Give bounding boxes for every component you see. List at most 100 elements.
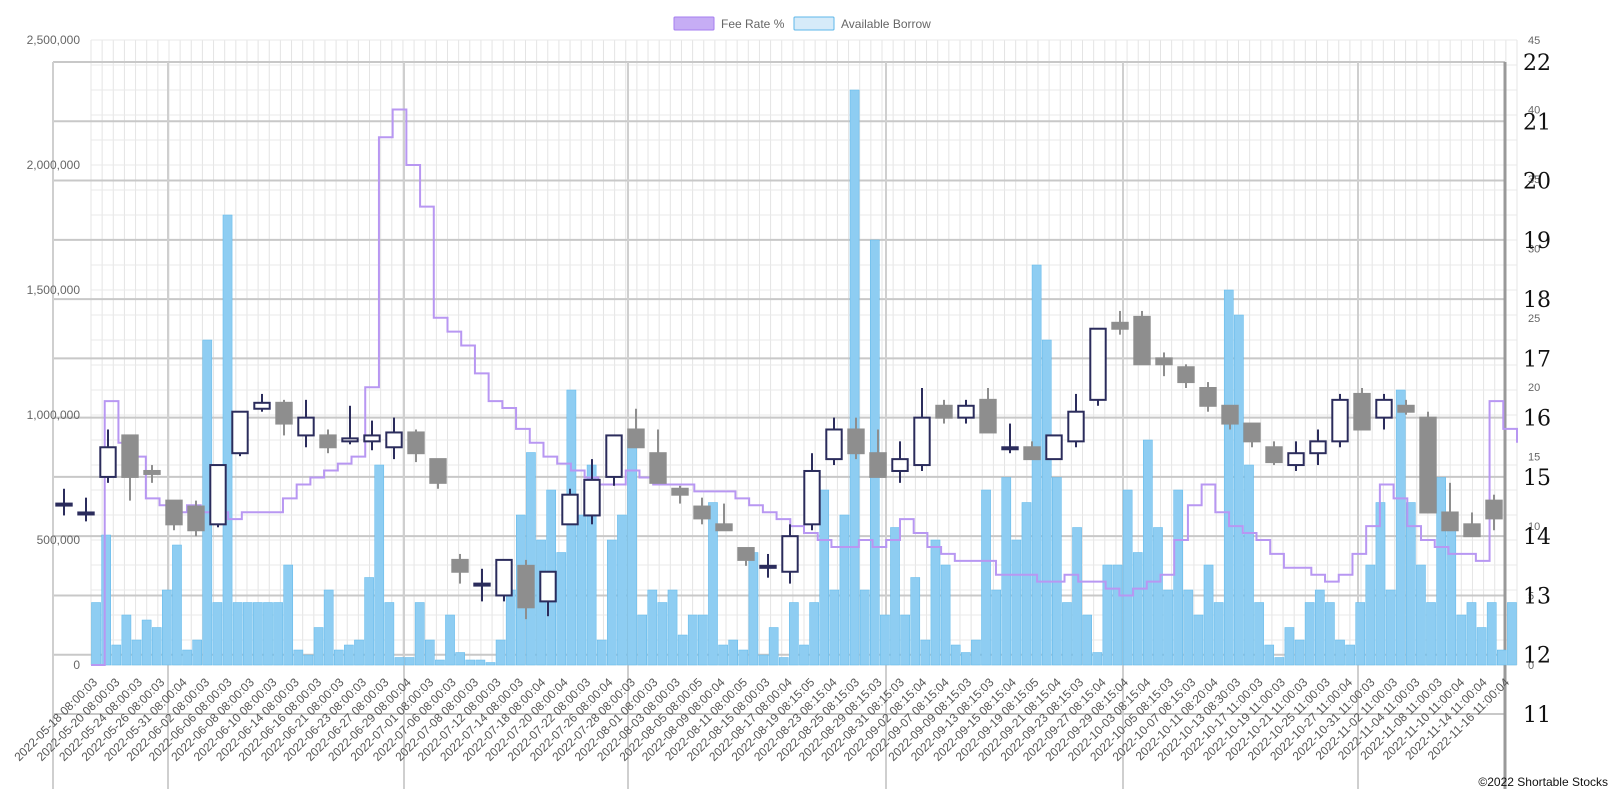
borrow-bar xyxy=(485,662,496,666)
borrow-bar xyxy=(404,657,415,666)
borrow-bar xyxy=(1466,602,1477,666)
candle-body xyxy=(1133,315,1151,366)
borrow-bar xyxy=(1082,614,1092,666)
borrow-bar xyxy=(374,464,385,666)
candle-body xyxy=(1023,446,1041,461)
borrow-bar xyxy=(151,627,162,666)
candle-body xyxy=(693,505,711,520)
candle-body xyxy=(561,493,579,526)
borrow-bar xyxy=(708,502,718,666)
candle-body xyxy=(781,535,799,573)
fee-axis-tick-label: 15 xyxy=(1528,452,1540,464)
price-axis-tick-label: 20 xyxy=(1523,170,1551,195)
borrow-bar xyxy=(1294,639,1305,666)
borrow-bar xyxy=(1193,614,1204,666)
borrow-bar xyxy=(526,452,536,666)
borrow-bar xyxy=(677,634,688,666)
borrow-bar xyxy=(738,649,749,666)
legend-label-available-borrow[interactable]: Available Borrow xyxy=(841,17,931,31)
borrow-bar xyxy=(1102,564,1113,666)
borrow-bar xyxy=(748,552,759,666)
fee-rate-line xyxy=(91,108,1518,666)
borrow-bar xyxy=(1112,564,1123,666)
candle-body xyxy=(209,464,227,526)
borrow-bar xyxy=(758,654,769,666)
borrow-bar xyxy=(778,657,789,666)
candle-body xyxy=(143,469,161,475)
fee-axis-tick-label: 45 xyxy=(1528,35,1540,47)
candle-body xyxy=(385,431,403,449)
candle-body xyxy=(847,428,865,455)
borrow-bar xyxy=(354,639,364,666)
borrow-bar xyxy=(566,389,577,666)
price-axis-tick-label: 12 xyxy=(1523,644,1551,669)
borrow-bar xyxy=(768,627,779,666)
borrow-bar xyxy=(930,539,941,666)
candle-body xyxy=(1419,416,1437,514)
borrow-bar xyxy=(576,514,587,666)
fee-rate-line-path xyxy=(91,108,1518,666)
candle-body xyxy=(1353,392,1371,431)
candle-body xyxy=(495,558,513,597)
left-axis-tick-label: 2,500,000 xyxy=(27,33,81,47)
price-axis-tick-label: 14 xyxy=(1523,525,1551,550)
borrow-bar xyxy=(445,614,455,666)
borrow-bar xyxy=(1304,602,1315,666)
borrow-bar xyxy=(1213,602,1224,666)
candle-body xyxy=(1265,446,1283,464)
borrow-bar xyxy=(121,614,132,666)
borrow-bar xyxy=(384,602,395,666)
price-axis-tick-label: 19 xyxy=(1523,229,1551,254)
candle-body xyxy=(1089,327,1107,401)
borrow-bar xyxy=(1416,564,1426,666)
candle-body xyxy=(1155,357,1173,366)
borrow-bar xyxy=(323,589,334,666)
candle-body xyxy=(957,404,975,419)
price-axis-ticks: 11 12 13 14 15 16 17 18 19 20 21 22 xyxy=(1523,51,1551,728)
candle-body xyxy=(825,428,843,461)
borrow-bar xyxy=(1486,602,1497,666)
borrow-bar xyxy=(141,619,152,666)
borrow-bar xyxy=(495,639,506,666)
borrow-bar xyxy=(253,602,263,666)
borrow-bar xyxy=(364,577,374,666)
borrow-bar xyxy=(890,527,900,666)
borrow-bar xyxy=(1244,464,1254,666)
borrow-bar xyxy=(789,602,799,666)
borrow-bar xyxy=(556,552,567,666)
borrow-bar xyxy=(718,644,728,666)
borrow-bar xyxy=(607,539,617,666)
fee-axis-tick-label: 10 xyxy=(1528,521,1540,533)
candle-body xyxy=(297,416,315,437)
price-candles xyxy=(55,310,1503,620)
left-axis-tick-label: 1,500,000 xyxy=(27,283,81,297)
legend-swatch-fee-rate[interactable] xyxy=(673,16,715,31)
borrow-bar xyxy=(212,602,223,666)
borrow-bar xyxy=(1223,289,1234,666)
borrow-bar xyxy=(829,589,840,666)
candle-body xyxy=(1177,366,1195,384)
price-axis-tick-label: 11 xyxy=(1523,703,1551,728)
candle-body xyxy=(1331,398,1349,443)
left-axis-ticks: 0 500,000 1,000,000 1,500,000 2,000,000 2,500… xyxy=(27,33,81,672)
legend[interactable]: Fee Rate % Available Borrow xyxy=(673,16,931,31)
candle-body xyxy=(275,401,293,425)
borrow-bar xyxy=(455,652,465,666)
candle-body xyxy=(935,404,953,419)
candle-body xyxy=(121,434,139,478)
borrow-bar xyxy=(1173,489,1184,666)
borrow-bar xyxy=(333,649,344,666)
borrow-bar xyxy=(1365,564,1376,666)
left-axis-tick-label: 2,000,000 xyxy=(27,158,81,172)
candle-body xyxy=(1463,523,1481,538)
borrow-bar xyxy=(232,602,243,666)
price-axis-tick-label: 16 xyxy=(1523,407,1551,432)
borrow-bar xyxy=(819,489,830,666)
borrow-bar xyxy=(111,644,122,666)
borrow-bar xyxy=(1092,652,1103,666)
legend-swatch-available-borrow[interactable] xyxy=(793,16,835,31)
candle-body xyxy=(605,434,623,478)
borrow-bar xyxy=(657,602,668,666)
legend-label-fee-rate[interactable]: Fee Rate % xyxy=(721,17,785,31)
